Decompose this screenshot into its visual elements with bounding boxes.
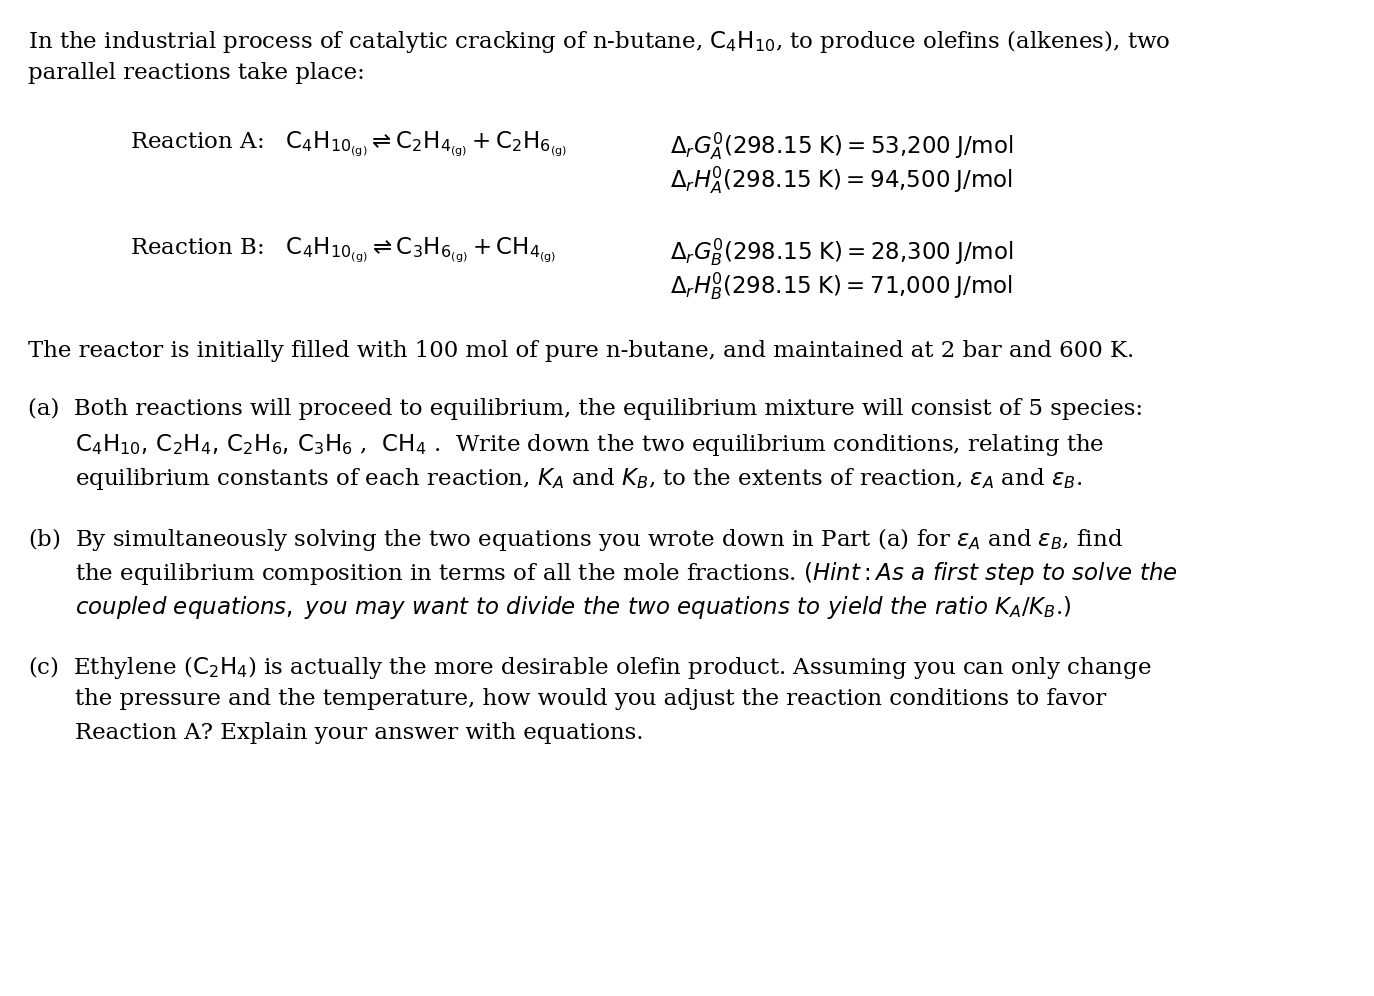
Text: the pressure and the temperature, how would you adjust the reaction conditions t: the pressure and the temperature, how wo…	[76, 688, 1106, 710]
Text: $\mathit{coupled\ equations,\ you\ may\ want\ to\ divide\ the\ two\ equations\ t: $\mathit{coupled\ equations,\ you\ may\ …	[76, 594, 1072, 621]
Text: (c)  Ethylene ($\mathrm{C_2H_4}$) is actually the more desirable olefin product.: (c) Ethylene ($\mathrm{C_2H_4}$) is actu…	[27, 654, 1151, 681]
Text: $\Delta_r G^0_B\mathrm{(298.15\;K)} = 28{,}300\;\mathrm{J/mol}$: $\Delta_r G^0_B\mathrm{(298.15\;K)} = 28…	[671, 236, 1013, 268]
Text: equilibrium constants of each reaction, $K_A$ and $K_B$, to the extents of react: equilibrium constants of each reaction, …	[76, 466, 1083, 492]
Text: Reaction A? Explain your answer with equations.: Reaction A? Explain your answer with equ…	[76, 722, 643, 744]
Text: the equilibrium composition in terms of all the mole fractions. $\mathit{(Hint: : the equilibrium composition in terms of …	[76, 560, 1178, 587]
Text: In the industrial process of catalytic cracking of n-butane, $\mathrm{C_4H_{10}}: In the industrial process of catalytic c…	[27, 28, 1171, 55]
Text: $\mathrm{C_4H_{10},\,C_2H_4,\,C_2H_6,\,C_3H_6}$ ,  $\mathrm{CH_4}$ .  Write down: $\mathrm{C_4H_{10},\,C_2H_4,\,C_2H_6,\,C…	[76, 432, 1105, 458]
Text: (b)  By simultaneously solving the two equations you wrote down in Part (a) for : (b) By simultaneously solving the two eq…	[27, 526, 1123, 553]
Text: The reactor is initially filled with 100 mol of pure n-butane, and maintained at: The reactor is initially filled with 100…	[27, 340, 1135, 362]
Text: (a)  Both reactions will proceed to equilibrium, the equilibrium mixture will co: (a) Both reactions will proceed to equil…	[27, 398, 1143, 420]
Text: $\Delta_r G^0_A\mathrm{(298.15\;K)} = 53{,}200\;\mathrm{J/mol}$: $\Delta_r G^0_A\mathrm{(298.15\;K)} = 53…	[671, 130, 1013, 161]
Text: $\Delta_r H^0_A\mathrm{(298.15\;K)} = 94{,}500\;\mathrm{J/mol}$: $\Delta_r H^0_A\mathrm{(298.15\;K)} = 94…	[671, 164, 1013, 195]
Text: Reaction A:   $\mathrm{C_4H_{10_{(g)}}} \rightleftharpoons \mathrm{C_2H_{4_{(g)}: Reaction A: $\mathrm{C_4H_{10_{(g)}}} \r…	[131, 130, 567, 159]
Text: $\Delta_r H^0_B\mathrm{(298.15\;K)} = 71{,}000\;\mathrm{J/mol}$: $\Delta_r H^0_B\mathrm{(298.15\;K)} = 71…	[671, 270, 1013, 302]
Text: parallel reactions take place:: parallel reactions take place:	[27, 62, 365, 84]
Text: Reaction B:   $\mathrm{C_4H_{10_{(g)}}} \rightleftharpoons \mathrm{C_3H_{6_{(g)}: Reaction B: $\mathrm{C_4H_{10_{(g)}}} \r…	[131, 236, 556, 265]
